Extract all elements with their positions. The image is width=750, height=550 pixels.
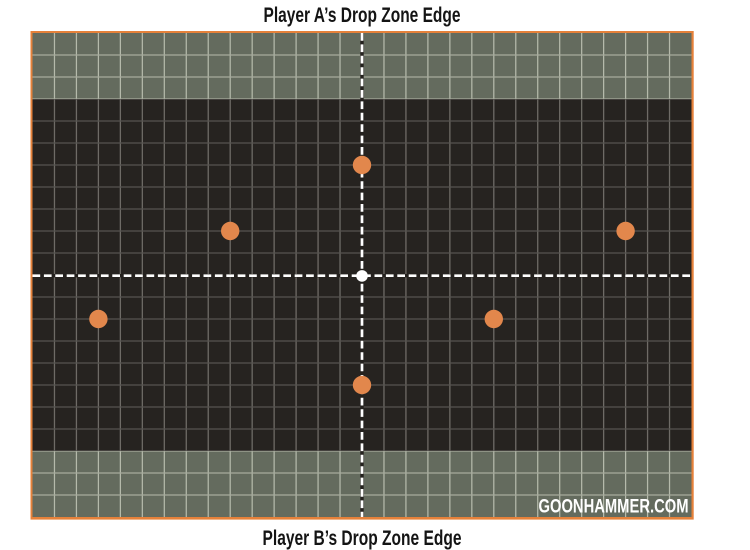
svg-text:GOONHAMMER.COM: GOONHAMMER.COM — [539, 496, 689, 518]
svg-text:Player B’s Drop Zone Edge: Player B’s Drop Zone Edge — [263, 526, 462, 550]
svg-text:Player A’s Drop Zone Edge: Player A’s Drop Zone Edge — [264, 3, 461, 27]
